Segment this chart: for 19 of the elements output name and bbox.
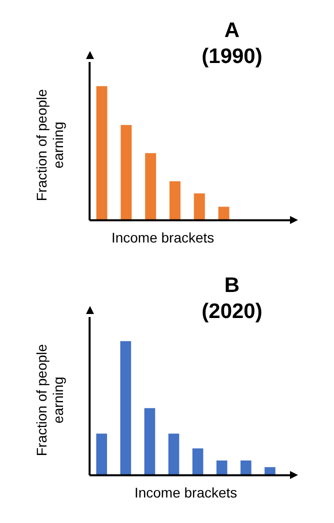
x-axis-title: Income brackets xyxy=(111,229,214,246)
bar xyxy=(96,86,108,220)
bar xyxy=(170,181,180,220)
bar xyxy=(218,206,230,220)
y-axis-title: Fraction of people earning xyxy=(33,344,66,456)
bar xyxy=(168,434,180,476)
bar xyxy=(120,124,132,220)
y-axis-title: Fraction of people earning xyxy=(33,88,66,202)
bar xyxy=(194,193,205,220)
bar xyxy=(240,460,252,476)
bar xyxy=(145,153,156,220)
chart-title: A (1990) xyxy=(200,18,264,70)
bar xyxy=(192,448,204,476)
x-axis-title: Income brackets xyxy=(134,484,238,500)
bar xyxy=(144,408,156,476)
bar xyxy=(96,434,108,476)
chart-title: B (2020) xyxy=(200,273,264,325)
bar xyxy=(216,460,228,476)
bar xyxy=(120,341,132,476)
